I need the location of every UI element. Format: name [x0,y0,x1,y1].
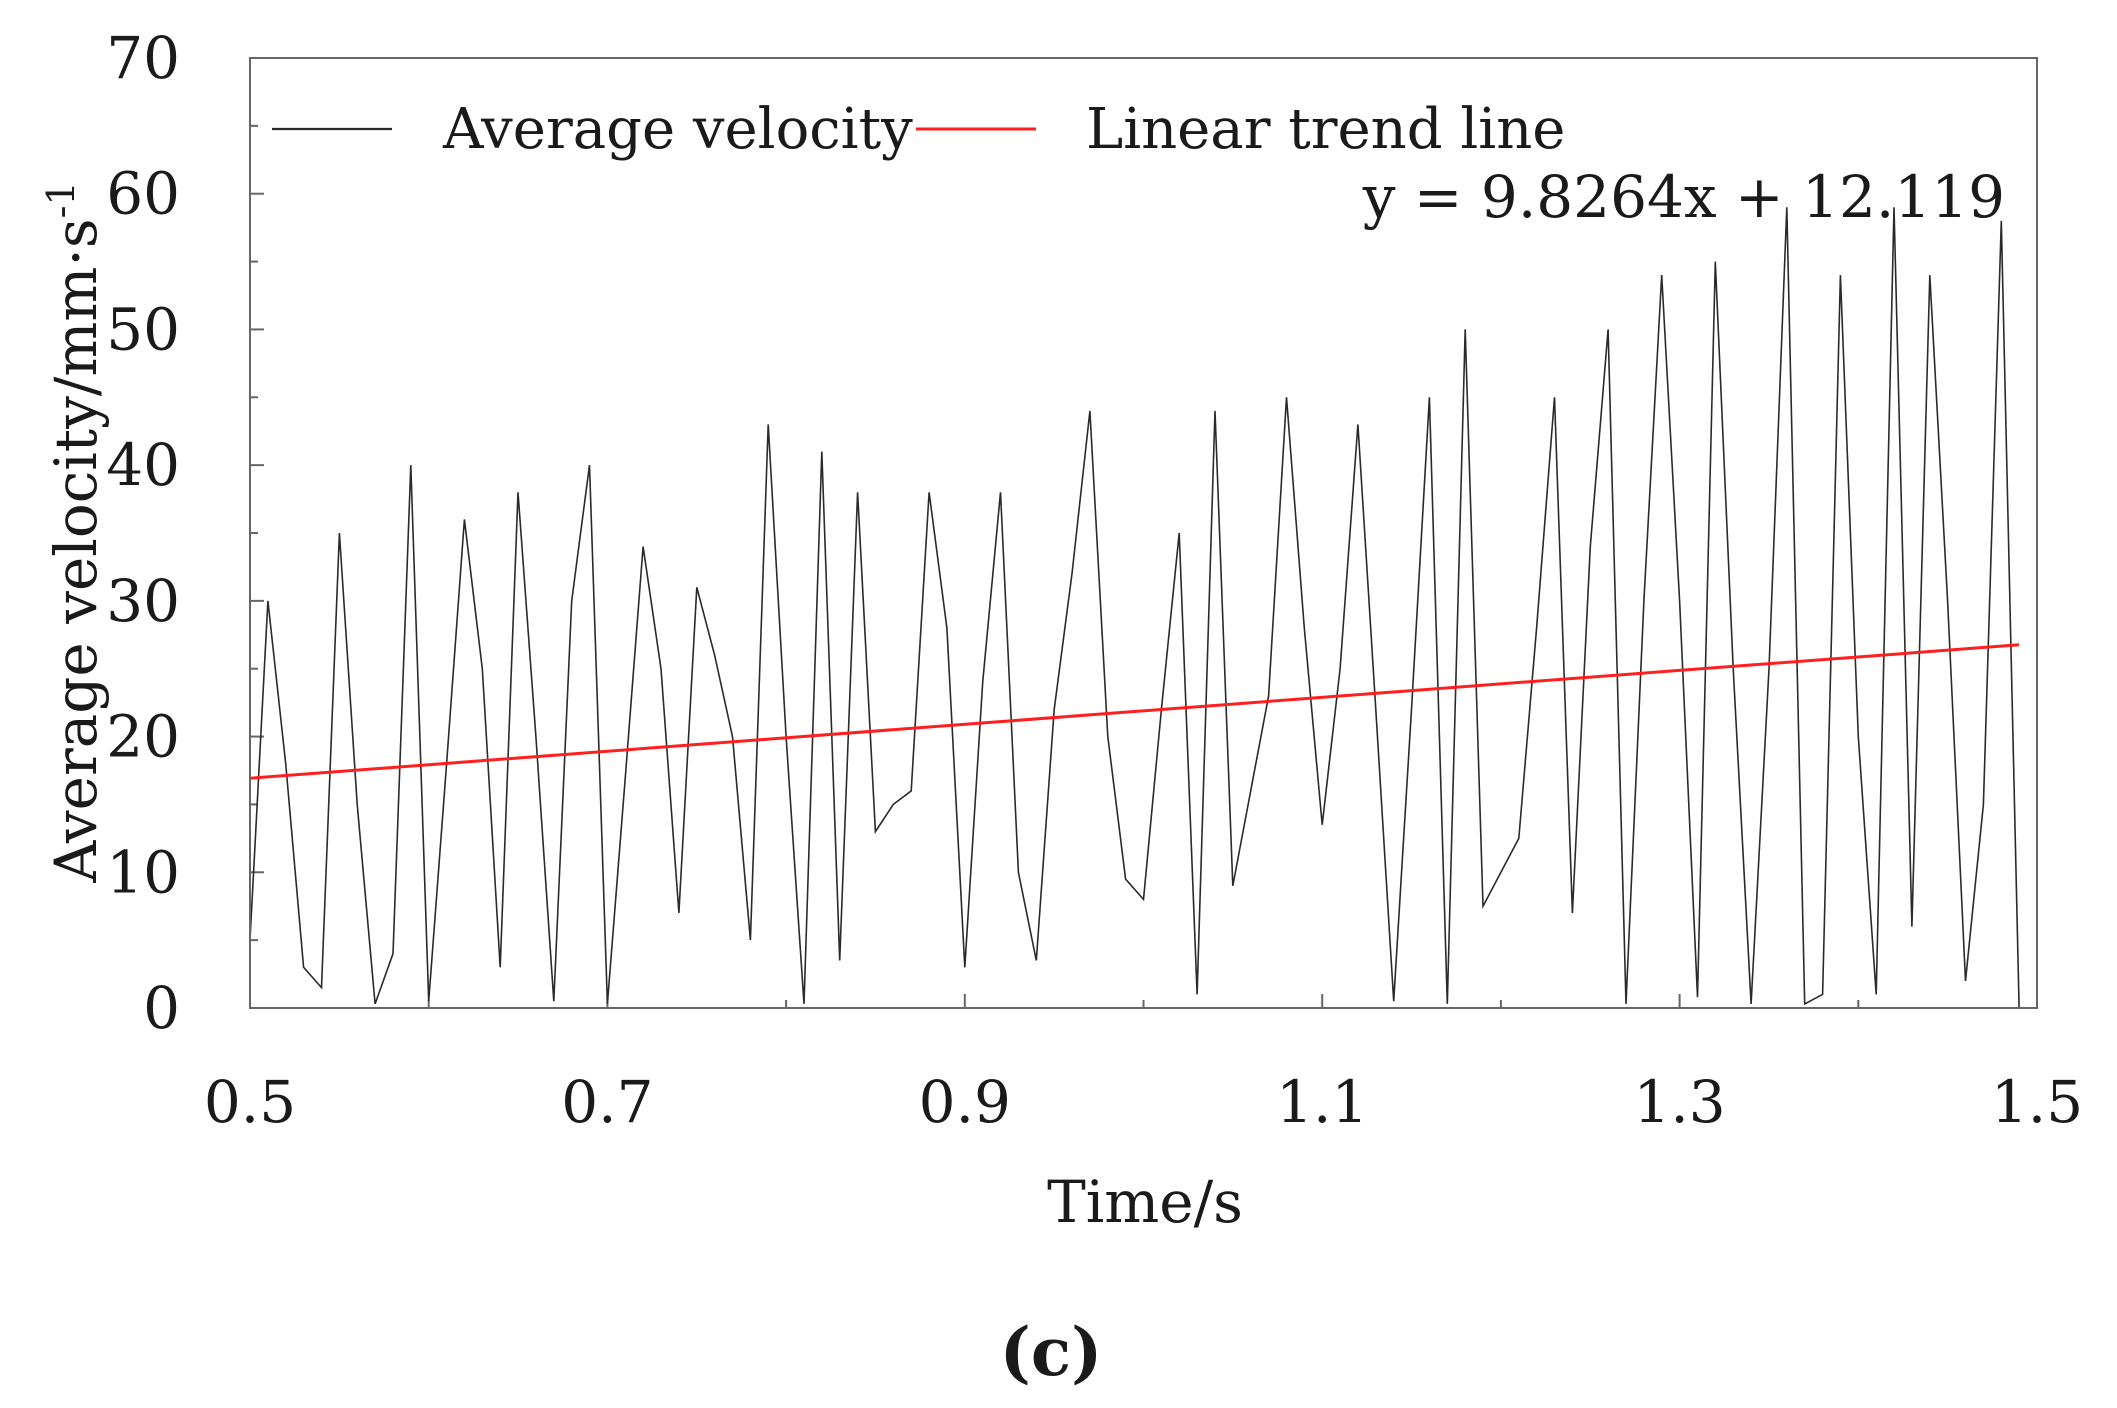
series-lines [249,207,2020,1009]
tick-labels: 0 10 20 30 40 50 60 70 0.5 0.7 0.9 1.1 1.3 1.5 [106,24,2083,1136]
y-tick-label: 60 [106,160,180,228]
x-axis-title: Time/s [1047,1168,1243,1236]
trendline-equation: y = 9.8264x + 12.119 [1362,163,2005,231]
plot-frame [249,57,2038,1009]
y-tick-label: 10 [106,838,180,906]
series-line-linear-trend-line [249,643,2020,780]
legend: Average velocity Linear trend line [272,97,1565,162]
panel-label: (c) [1000,1313,1103,1391]
x-tick-label: 1.5 [1991,1068,2083,1136]
x-tick-label: 1.1 [1276,1068,1368,1136]
y-tick-label: 30 [106,567,180,635]
y-tick-label: 40 [106,431,180,499]
y-axis-title: Average velocity/mm·s-1 [39,181,110,883]
y-tick-label: 70 [106,24,180,92]
x-tick-label: 0.7 [561,1068,653,1136]
legend-label-average-velocity: Average velocity [442,97,913,162]
y-tick-label: 50 [106,295,180,363]
y-tick-label: 20 [106,703,180,771]
y-tick-label: 0 [143,974,180,1042]
y-axis-title-superscript: -1 [39,181,83,218]
series-line-average-velocity [249,207,2020,1009]
x-tick-label: 0.9 [919,1068,1011,1136]
x-tick-label: 1.3 [1633,1068,1725,1136]
x-tick-label: 0.5 [204,1068,296,1136]
legend-label-linear-trend-line: Linear trend line [1086,97,1565,162]
y-axis-title-main: Average velocity/mm·s [42,218,110,883]
